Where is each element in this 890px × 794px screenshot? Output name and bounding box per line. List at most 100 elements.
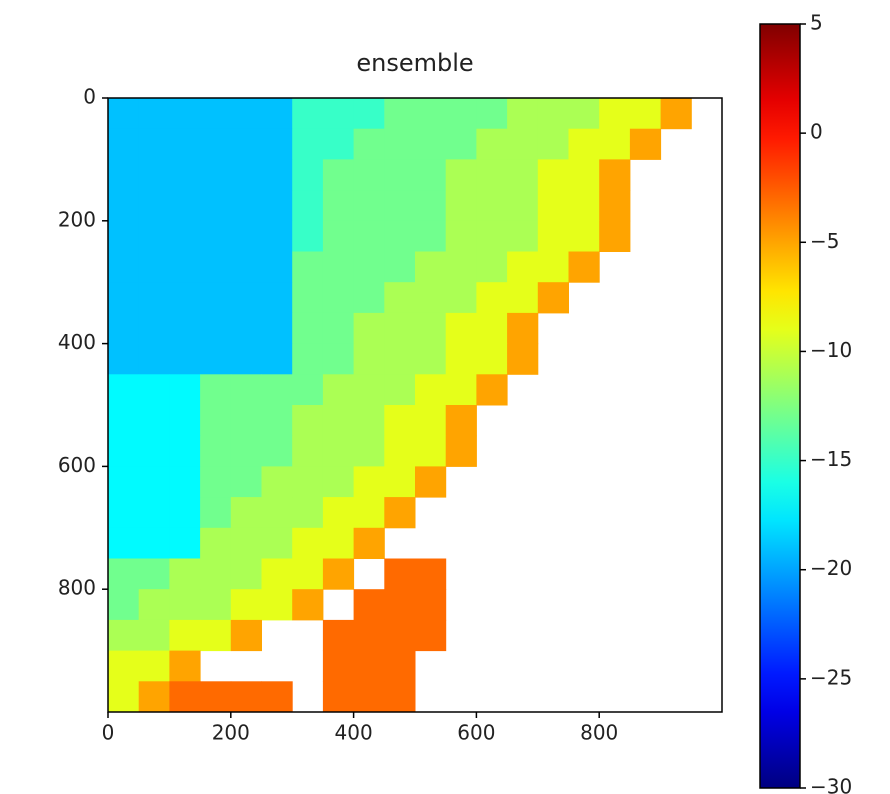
heatmap-cell [445,374,477,406]
heatmap-cell [384,282,416,314]
heatmap-cell [322,312,355,345]
heatmap-cell [169,589,201,621]
heatmap-cell [322,282,355,314]
y-tick-label: 600 [58,453,96,477]
heatmap-cell [353,435,385,467]
heatmap-cell [169,466,201,498]
colorbar-tick-label: −10 [810,338,852,362]
heatmap-cell [292,589,324,621]
heatmap-cell [322,343,355,375]
heatmap-cell [445,128,477,160]
x-tick-label: 600 [457,721,495,745]
heatmap-cell [476,220,508,252]
heatmap-cell [138,497,170,529]
heatmap-cell [108,374,140,406]
heatmap-cell [200,190,232,222]
heatmap-cell [415,435,447,467]
heatmap-cell [415,558,447,590]
heatmap-cell [138,220,170,252]
heatmap-cell [353,251,385,283]
heatmap-cell [292,527,324,559]
heatmap-cell [169,497,201,529]
heatmap-cell [169,282,201,314]
heatmap-cell [415,619,447,652]
heatmap-cell [445,159,477,191]
heatmap-cell [384,128,416,160]
heatmap-cell [353,466,385,498]
heatmap-cell [138,374,170,406]
heatmap-cell [476,312,508,345]
heatmap-cell [476,98,508,130]
heatmap-cell [138,251,170,283]
heatmap-cell [353,98,385,130]
heatmap-cell [322,558,355,590]
heatmap-cell [261,527,293,559]
heatmap-cell [507,159,539,191]
heatmap-cell [353,343,385,375]
heatmap-cell [537,282,569,314]
heatmap-cell [415,374,447,406]
heatmap-cell [292,220,324,252]
heatmap-cell [261,374,293,406]
heatmap-cell [261,159,293,191]
heatmap-cell [261,98,293,130]
heatmap-cell [507,190,539,222]
heatmap-cell [384,466,416,498]
heatmap-cell [108,558,140,590]
heatmap-cell [292,405,324,437]
heatmap-cell [169,681,201,713]
heatmap-cell [261,128,293,160]
heatmap-cell [200,98,232,130]
heatmap-cell [108,343,140,375]
heatmap-cell [322,497,355,529]
heatmap-cell [138,343,170,375]
heatmap-cell [415,98,447,130]
heatmap-cell [476,282,508,314]
heatmap-cell [230,435,262,467]
heatmap-cell [537,98,569,130]
heatmap-cell [230,282,262,314]
x-tick-label: 800 [580,721,618,745]
heatmap-cell [230,98,262,130]
heatmap-cell [200,128,232,160]
heatmap-cell [445,220,477,252]
y-tick-label: 800 [58,576,96,600]
heatmap-cell [599,159,631,191]
heatmap-cell [138,282,170,314]
colorbar-tick-label: −20 [810,556,852,580]
heatmap-cell [230,190,262,222]
heatmap-cell [384,343,416,375]
heatmap-cell [384,619,416,652]
heatmap-cell [169,405,201,437]
x-tick-label: 200 [212,721,250,745]
heatmap-cell [537,251,569,283]
heatmap-cell [322,128,355,160]
colorbar-tick-label: −15 [810,447,852,471]
heatmap-cell [138,466,170,498]
heatmap-cell [476,128,508,160]
heatmap-cell [108,98,140,130]
heatmap-cell [138,128,170,160]
heatmap-cell [108,650,140,682]
colorbar-tick-label: −30 [810,775,852,794]
heatmap-cell [200,558,232,590]
heatmap-cell [292,251,324,283]
heatmap-cell [261,251,293,283]
colorbar-tick-label: −5 [810,229,839,253]
heatmap-cell [108,159,140,191]
heatmap-cell [292,374,324,406]
heatmap-cell [415,282,447,314]
heatmap-cell [169,312,201,345]
heatmap-cell [415,159,447,191]
heatmap-cell [108,619,140,652]
heatmap-cell [169,220,201,252]
heatmap-cell [353,312,385,345]
heatmap-cell [292,98,324,130]
heatmap-cell [445,251,477,283]
heatmap-cell [261,681,293,713]
heatmap-cell [200,619,232,652]
y-tick-label: 400 [58,330,96,354]
heatmap-cell [568,98,600,130]
heatmap-cell [200,312,232,345]
